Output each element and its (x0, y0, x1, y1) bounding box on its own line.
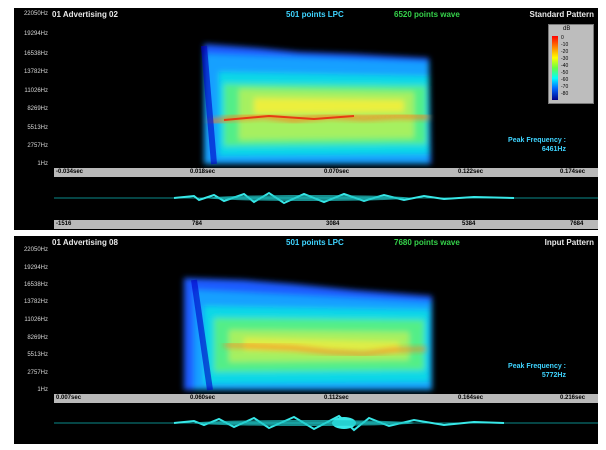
freq-tick: 16538Hz (23, 51, 48, 57)
freq-tick: 11026Hz (24, 317, 48, 323)
peak-frequency-label: Peak Frequency : (508, 137, 566, 144)
time-axis: -0.034sec 0.018sec 0.070sec 0.122sec 0.1… (54, 168, 598, 177)
time-tick: 0.007sec (56, 395, 82, 401)
freq-tick: 16538Hz (23, 282, 48, 288)
colorbar-label: -70 (561, 84, 569, 90)
time-tick: 0.164sec (458, 395, 484, 401)
recording-title: 01 Advertising 08 (52, 238, 118, 247)
spectrogram-plot[interactable] (54, 250, 594, 394)
waveform-plot[interactable] (54, 404, 598, 442)
colorbar-label: -80 (561, 91, 569, 97)
colorbar-label: -10 (561, 42, 569, 48)
sample-tick: 7684 (570, 221, 584, 227)
freq-tick: 5513Hz (27, 352, 48, 358)
sample-tick: 5384 (462, 221, 476, 227)
colorbar-gradient (552, 36, 558, 100)
colorbar-label: 0 (561, 35, 564, 41)
standard-pattern-panel: 01 Advertising 02 501 points LPC 6520 po… (14, 8, 598, 230)
sample-tick: -1516 (56, 221, 72, 227)
freq-tick: 13782Hz (23, 299, 48, 305)
freq-tick: 19294Hz (23, 265, 48, 271)
input-pattern-panel: 01 Advertising 08 501 points LPC 7680 po… (14, 236, 598, 444)
freq-tick: 2757Hz (27, 370, 48, 376)
panel-header: 01 Advertising 08 501 points LPC 7680 po… (14, 236, 598, 250)
peak-frequency-value: 5772Hz (541, 372, 566, 379)
peak-frequency-label: Peak Frequency : (508, 363, 566, 370)
peak-frequency-readout: Peak Frequency : 6461Hz (508, 136, 566, 154)
freq-tick: 5513Hz (27, 125, 48, 131)
colorbar-label: -60 (561, 77, 569, 83)
sample-tick: 3084 (326, 221, 340, 227)
freq-tick: 13782Hz (23, 69, 48, 75)
freq-tick: 8269Hz (27, 106, 48, 112)
wave-points-label: 6520 points wave (394, 10, 460, 19)
wave-points-label: 7680 points wave (394, 238, 460, 247)
pattern-type-label: Standard Pattern (529, 10, 594, 19)
colorbar-unit: dB (563, 26, 571, 32)
time-tick: 0.216sec (560, 395, 586, 401)
lpc-points-label: 501 points LPC (286, 238, 344, 247)
time-tick: 0.122sec (458, 169, 484, 175)
freq-tick: 22050Hz (23, 11, 48, 17)
time-tick: 0.174sec (560, 169, 586, 175)
lpc-points-label: 501 points LPC (286, 10, 344, 19)
time-tick: -0.034sec (56, 169, 84, 175)
freq-tick: 2757Hz (27, 143, 48, 149)
recording-title: 01 Advertising 02 (52, 10, 118, 19)
time-tick: 0.018sec (190, 169, 216, 175)
colorbar-label: -50 (561, 70, 569, 76)
peak-frequency-value: 6461Hz (541, 146, 566, 153)
db-colorbar: dB 0 -10 -20 -30 -40 -50 -60 -70 -80 (548, 24, 594, 104)
sample-tick: 784 (192, 221, 203, 227)
colorbar-label: -30 (561, 56, 569, 62)
sample-axis: -1516 784 3084 5384 7684 (54, 220, 598, 229)
time-tick: 0.060sec (190, 395, 216, 401)
pattern-type-label: Input Pattern (544, 238, 594, 247)
colorbar-label: -40 (561, 63, 569, 69)
time-axis: 0.007sec 0.060sec 0.112sec 0.164sec 0.21… (54, 394, 598, 403)
freq-tick: 11026Hz (24, 88, 48, 94)
freq-tick: 22050Hz (23, 247, 48, 253)
panel-header: 01 Advertising 02 501 points LPC 6520 po… (14, 8, 598, 22)
colorbar-label: -20 (561, 49, 569, 55)
spectrogram-plot[interactable] (54, 14, 594, 168)
time-tick: 0.070sec (324, 169, 350, 175)
freq-tick: 1Hz (37, 161, 48, 167)
waveform-plot[interactable] (54, 178, 598, 218)
freq-tick: 8269Hz (27, 335, 48, 341)
time-tick: 0.112sec (324, 395, 349, 401)
peak-frequency-readout: Peak Frequency : 5772Hz (508, 362, 566, 380)
freq-tick: 19294Hz (23, 31, 48, 37)
freq-tick: 1Hz (37, 387, 48, 393)
